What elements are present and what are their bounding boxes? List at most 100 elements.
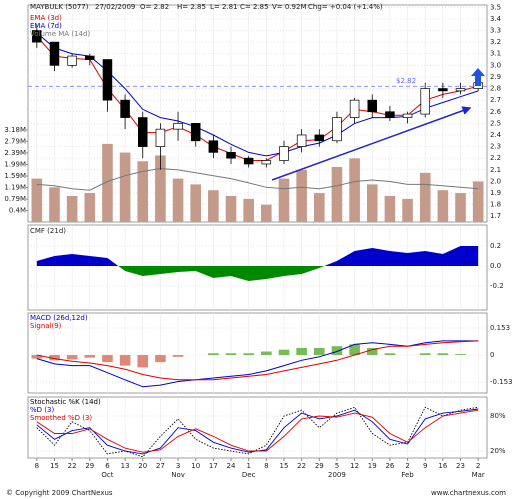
volume-bar xyxy=(172,178,184,222)
y2-tick-label: 1.19M xyxy=(4,184,26,192)
candle-body xyxy=(208,140,219,153)
y-tick-label: 0.2 xyxy=(490,242,501,250)
volume-bar xyxy=(384,195,396,222)
x-month-label: Mar xyxy=(472,471,485,479)
candle-body xyxy=(349,99,360,118)
copyright: © Copyright 2009 ChartNexus xyxy=(6,489,113,497)
candle-body xyxy=(438,88,448,92)
volume-bar xyxy=(437,190,449,222)
header-text: 27/02/2009 xyxy=(95,3,135,11)
header-text: V= 0.92M xyxy=(272,3,307,11)
candle-body xyxy=(455,88,466,92)
candle-body xyxy=(67,55,77,66)
candle-body xyxy=(190,123,201,142)
volume-bar xyxy=(49,187,60,222)
histogram-bar xyxy=(102,355,113,363)
x-tick-label: 1 xyxy=(246,462,250,470)
x-tick-label: 27 xyxy=(156,462,165,470)
x-tick-label: 23 xyxy=(456,462,465,470)
y-tick-label: 3.2 xyxy=(490,38,501,46)
histogram-bar xyxy=(84,355,96,358)
legend-entry: MACD (26d,12d) xyxy=(30,314,88,322)
volume-bar xyxy=(225,195,237,222)
series-line xyxy=(36,409,479,453)
y2-tick-label: 1.99M xyxy=(4,160,26,168)
y-tick-label: 0 xyxy=(490,351,494,359)
histogram-bar xyxy=(119,355,131,366)
histogram-bar xyxy=(455,354,466,356)
x-tick-label: 15 xyxy=(50,462,59,470)
histogram-bar xyxy=(278,349,290,356)
candle-body xyxy=(314,134,325,142)
y2-tick-label: 2.79M xyxy=(4,137,26,145)
y-tick-label: 2.8 xyxy=(490,85,501,93)
candle-body xyxy=(402,113,413,118)
x-tick-label: 29 xyxy=(315,462,324,470)
cmf-area xyxy=(36,246,479,281)
histogram-bar xyxy=(366,347,378,356)
x-tick-label: 22 xyxy=(297,462,306,470)
header-text: Chg= +0.04 (+1.4%) xyxy=(308,3,383,11)
histogram-bar xyxy=(137,355,149,368)
x-tick-label: 29 xyxy=(85,462,94,470)
volume-bar xyxy=(31,178,43,222)
y-tick-label: 0.153 xyxy=(490,324,510,332)
histogram-bar xyxy=(172,355,184,357)
x-tick-label: 26 xyxy=(385,462,394,470)
candle-body xyxy=(243,157,254,165)
y2-tick-label: 1.59M xyxy=(4,172,26,180)
panel-frame xyxy=(27,224,488,311)
histogram-bar xyxy=(313,347,325,356)
histogram-bar xyxy=(349,344,360,356)
volume-bar xyxy=(84,193,96,222)
candle-body xyxy=(85,55,95,60)
candle-body xyxy=(155,128,166,147)
header-text: H= 2.85 xyxy=(177,3,206,11)
histogram-bar xyxy=(437,353,449,356)
volume-bar xyxy=(66,195,78,222)
histogram-bar xyxy=(243,353,254,356)
y-tick-label: 2.1 xyxy=(490,166,501,174)
y-tick-label: 1.8 xyxy=(490,201,501,209)
y-tick-label: 20% xyxy=(490,447,506,455)
histogram-bar xyxy=(225,353,237,356)
x-tick-label: 19 xyxy=(368,462,377,470)
y-tick-label: 0.0 xyxy=(490,262,501,270)
volume-bar xyxy=(455,193,466,222)
y-tick-label: 3.0 xyxy=(490,61,501,69)
y2-tick-label: 0.79M xyxy=(4,195,26,203)
y-tick-label: 3.4 xyxy=(490,15,502,23)
candle-body xyxy=(420,88,430,115)
panel-frame xyxy=(27,396,488,459)
volume-bar xyxy=(331,167,343,222)
y-tick-label: 3.3 xyxy=(490,27,501,35)
volume-bar xyxy=(243,198,254,222)
x-month-label: Feb xyxy=(401,471,414,479)
volume-bar xyxy=(155,155,166,222)
x-tick-label: 6 xyxy=(105,462,110,470)
histogram-bar xyxy=(155,355,166,363)
series-line xyxy=(36,408,479,455)
volume-bar xyxy=(102,143,113,222)
reference-label: $2.82 xyxy=(396,77,416,85)
x-tick-label: 17 xyxy=(209,462,218,470)
up-arrow xyxy=(471,68,485,86)
candle-body xyxy=(120,99,130,118)
series-line xyxy=(36,406,479,458)
volume-bar xyxy=(119,152,131,222)
y-tick-label: 1.9 xyxy=(490,189,501,197)
trend-line xyxy=(271,106,472,181)
x-tick-label: 8 xyxy=(35,462,39,470)
histogram-bar xyxy=(331,346,343,356)
x-month-label: Dec xyxy=(242,471,256,479)
candle-body xyxy=(385,111,395,118)
x-tick-label: 9 xyxy=(423,462,427,470)
candle-body xyxy=(102,59,113,101)
legend-entry: Signal(9) xyxy=(30,322,62,330)
y-tick-label: 3.1 xyxy=(490,50,501,58)
x-tick-label: 13 xyxy=(121,462,130,470)
x-tick-label: 22 xyxy=(68,462,77,470)
x-tick-label: 20 xyxy=(138,462,147,470)
volume-bar xyxy=(261,204,272,222)
header-text: O= 2.82 xyxy=(140,3,169,11)
